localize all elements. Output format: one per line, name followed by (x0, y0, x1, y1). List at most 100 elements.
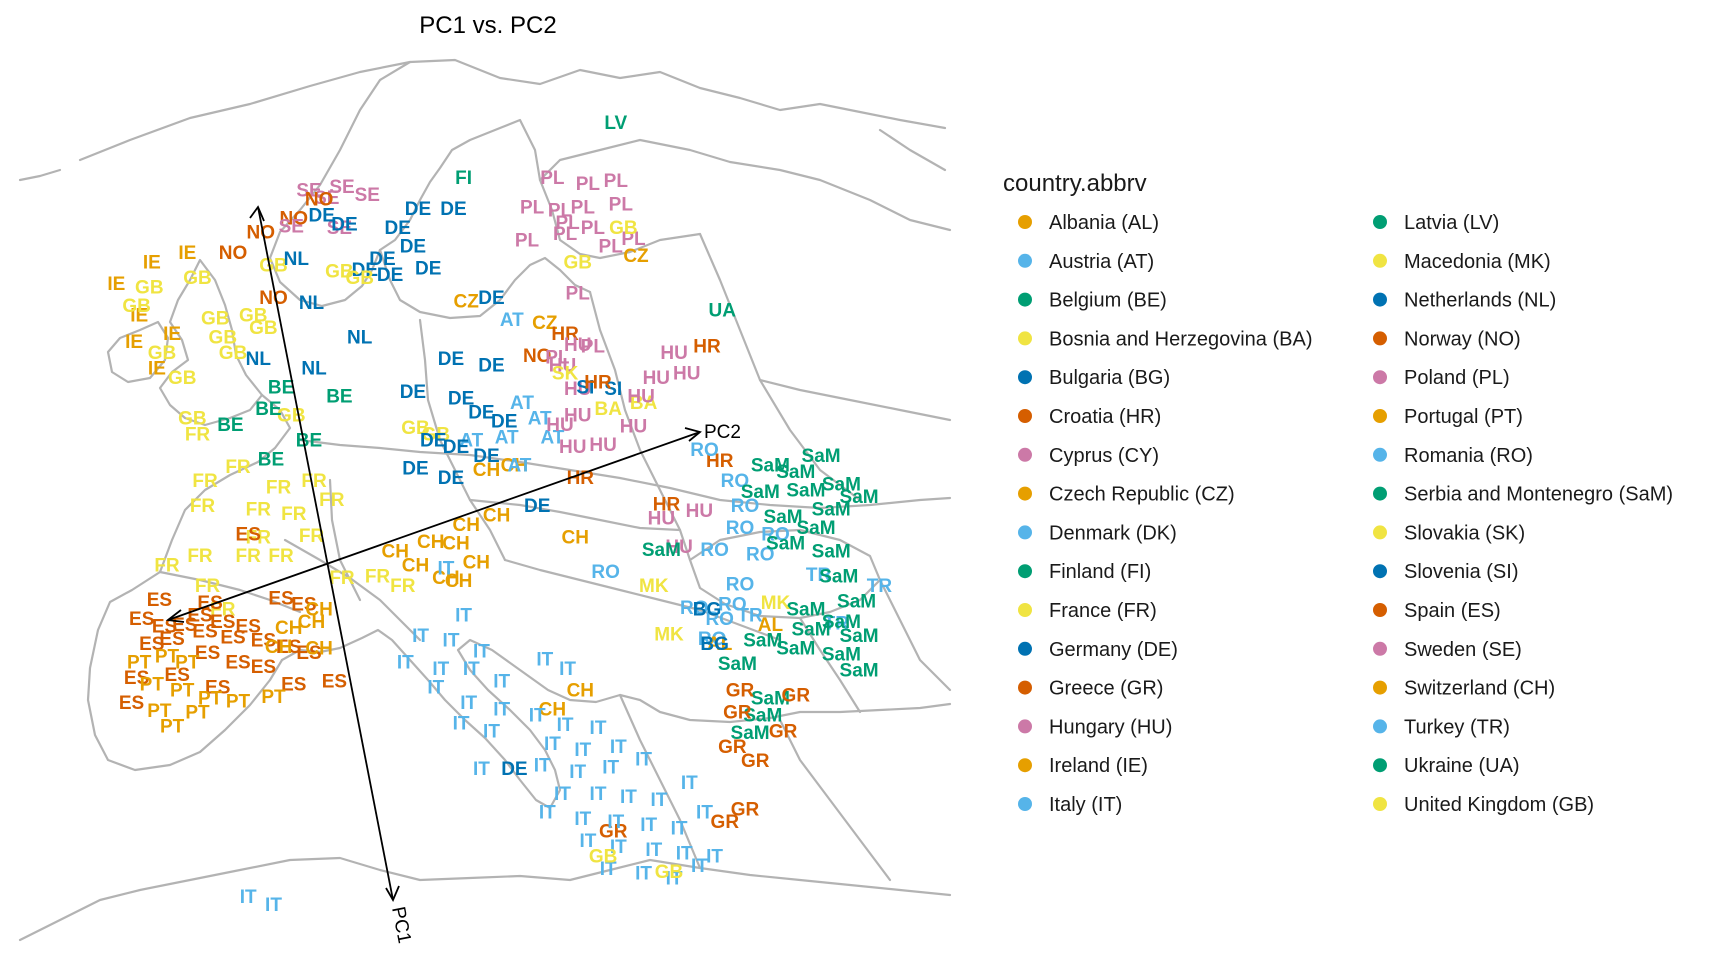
legend-item-hu: Hungary (HU) (1018, 716, 1172, 738)
point-label-pt: PT (170, 681, 195, 702)
legend-swatch (1373, 370, 1387, 385)
point-label-ro: RO (726, 518, 755, 539)
legend-item-de: Germany (DE) (1018, 639, 1178, 661)
point-label-it: IT (455, 606, 472, 627)
legend-swatch (1018, 253, 1032, 268)
point-label-it: IT (536, 649, 553, 670)
point-label-pl: PL (515, 230, 540, 251)
legend-swatch (1373, 215, 1387, 229)
legend-swatch (1373, 797, 1387, 811)
point-label-gb: GB (122, 296, 151, 317)
point-label-de: DE (478, 356, 504, 377)
point-label-se: SE (296, 180, 321, 201)
border-6 (503, 558, 782, 642)
point-label-se: SE (327, 218, 352, 239)
point-label-gb: GB (201, 309, 230, 330)
legend-label: Turkey (TR) (1404, 716, 1510, 738)
point-label-at: AT (528, 409, 552, 430)
point-label-it: IT (579, 831, 596, 852)
legend-item-ua: Ukraine (UA) (1373, 755, 1520, 777)
point-label-es: ES (165, 665, 190, 686)
border-2 (418, 318, 507, 562)
point-label-it: IT (610, 837, 627, 858)
point-label-be: BE (258, 449, 284, 470)
point-label-de: DE (524, 496, 550, 517)
point-label-no: NO (247, 223, 276, 244)
coastline-norway (268, 60, 412, 308)
point-label-al: AL (758, 615, 784, 636)
point-label-no: NO (280, 209, 309, 230)
legend-item-ro: Romania (RO) (1373, 445, 1533, 467)
point-label-nl: NL (246, 349, 272, 370)
legend-label: Poland (PL) (1404, 367, 1510, 389)
point-label-sam: SaM (751, 456, 790, 477)
point-label-fr: FR (195, 576, 221, 597)
legend-item-pl: Poland (PL) (1373, 367, 1510, 389)
point-label-gb: GB (259, 255, 288, 276)
point-label-pl: PL (571, 198, 596, 219)
point-label-sam: SaM (812, 499, 851, 520)
legend-label: Slovakia (SK) (1404, 522, 1525, 544)
point-label-es: ES (172, 615, 197, 636)
border-15 (328, 478, 362, 602)
point-label-gb: GB (168, 368, 197, 389)
point-label-pl: PL (599, 237, 624, 258)
point-label-se: SE (329, 177, 354, 198)
legend-title: country.abbrv (1003, 170, 1147, 197)
border-16 (18, 168, 62, 182)
legend-swatch (1373, 680, 1387, 695)
point-label-it: IT (635, 864, 652, 885)
point-label-pt: PT (175, 653, 200, 674)
point-label-es: ES (159, 629, 184, 650)
point-label-ch: CH (275, 618, 302, 639)
point-label-mk: MK (654, 624, 684, 645)
legend-label: Czech Republic (CZ) (1049, 484, 1235, 506)
point-label-pl: PL (553, 224, 578, 245)
point-label-pl: PL (609, 194, 634, 215)
point-label-it: IT (529, 706, 546, 727)
point-label-se: SE (355, 185, 380, 206)
point-label-gb: GB (239, 305, 268, 326)
point-label-fr: FR (187, 546, 213, 567)
point-label-sam: SaM (751, 689, 790, 710)
legend-item-nl: Netherlands (NL) (1373, 290, 1556, 312)
point-label-lv: LV (604, 113, 627, 134)
point-label-it: IT (473, 642, 490, 663)
legend-item-es: Spain (ES) (1373, 600, 1501, 622)
point-label-hu: HU (673, 363, 700, 384)
point-label-it: IT (412, 626, 429, 647)
point-label-sam: SaM (812, 542, 851, 563)
point-label-es: ES (139, 634, 164, 655)
coastline-mediterranean (280, 628, 952, 810)
point-label-sam: SaM (822, 645, 861, 666)
point-label-de: DE (473, 446, 499, 467)
coastline-black-sea (688, 528, 882, 620)
point-label-pt: PT (226, 692, 251, 713)
point-label-de: DE (402, 459, 428, 480)
point-label-ro: RO (591, 562, 620, 583)
legend: country.abbrv Albania (AL) Austria (AT) Be… (1003, 170, 1673, 816)
point-label-de: DE (308, 205, 334, 226)
point-label-ch: CH (265, 637, 292, 658)
point-label-ch: CH (501, 456, 528, 477)
point-label-hu: HU (665, 537, 692, 558)
legend-label: Romania (RO) (1404, 445, 1533, 467)
point-label-es: ES (296, 643, 321, 664)
point-label-it: IT (645, 840, 662, 861)
legend-swatch (1018, 719, 1032, 734)
legend-swatch (1373, 719, 1387, 734)
point-label-hu: HU (620, 416, 647, 437)
point-label-es: ES (225, 653, 250, 674)
point-label-pl: PL (581, 218, 606, 239)
coastline-baltic (378, 248, 592, 320)
point-label-ch: CH (298, 612, 325, 633)
point-label-no: NO (305, 190, 334, 211)
point-label-fr: FR (185, 424, 211, 445)
legend-item-lv: Latvia (LV) (1373, 212, 1499, 234)
legend-label: Belgium (BE) (1049, 290, 1167, 312)
point-label-es: ES (268, 588, 293, 609)
point-label-es: ES (119, 693, 144, 714)
point-label-tr: TR (806, 565, 832, 586)
point-label-it: IT (650, 790, 667, 811)
legend-item-bg: Bulgaria (BG) (1018, 367, 1170, 389)
